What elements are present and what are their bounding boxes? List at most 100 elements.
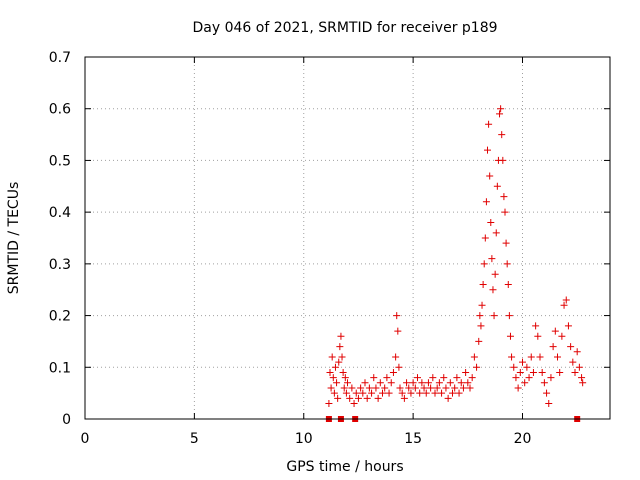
y-axis-label: SRMTID / TECUs [6, 182, 22, 295]
y-tick-label: 0.3 [49, 257, 71, 273]
data-point [348, 384, 356, 392]
data-point [407, 389, 415, 397]
data-point [573, 348, 581, 356]
data-point [327, 384, 335, 392]
data-point [512, 374, 520, 382]
data-point [444, 394, 452, 402]
data-point [543, 389, 551, 397]
data-point [510, 363, 518, 371]
data-point [482, 198, 490, 206]
data-point [376, 379, 384, 387]
data-point [489, 286, 497, 294]
data-point [558, 332, 566, 340]
data-point [334, 394, 342, 402]
x-ticks: 0 5 10 15 20 [81, 57, 532, 447]
data-point [435, 379, 443, 387]
data-point [475, 337, 483, 345]
data-point [398, 389, 406, 397]
data-point [534, 332, 542, 340]
data-point [403, 379, 411, 387]
data-point [540, 379, 548, 387]
y-tick-label: 0.2 [49, 309, 71, 325]
data-point [442, 384, 450, 392]
data-point [350, 399, 358, 407]
data-point [519, 358, 526, 366]
data-point [497, 105, 505, 113]
data-point [501, 208, 509, 216]
data-point [416, 389, 424, 397]
data-point [341, 374, 349, 382]
data-point [379, 389, 386, 397]
data-point [411, 384, 419, 392]
data-point [344, 379, 351, 387]
data-point [395, 363, 403, 371]
x-tick-label: 20 [514, 431, 532, 447]
data-point [346, 394, 354, 402]
y-tick-label: 0.4 [49, 205, 71, 221]
data-point [523, 363, 531, 371]
data-point [496, 110, 504, 118]
y-tick-label: 0.7 [49, 50, 71, 66]
data-point [500, 193, 508, 201]
data-point [342, 389, 350, 397]
data-point [394, 327, 402, 335]
data-point [352, 389, 360, 397]
data-point [529, 368, 537, 376]
data-point [466, 384, 474, 392]
data-point [468, 374, 476, 382]
data-point [385, 389, 393, 397]
data-point [536, 353, 544, 361]
data-point [549, 343, 557, 351]
data-point [473, 363, 481, 371]
data-point [481, 234, 489, 242]
data-point [479, 281, 487, 289]
data-point [579, 379, 587, 387]
data-point [422, 389, 430, 397]
data-point [575, 363, 583, 371]
data-point [462, 368, 470, 376]
data-point [567, 343, 575, 351]
y-tick-label: 0.1 [49, 360, 71, 376]
data-point [538, 368, 546, 376]
data-point [490, 312, 498, 320]
data-point [335, 358, 343, 366]
data-point [488, 255, 496, 263]
data-point [493, 182, 501, 190]
data-point [551, 327, 559, 335]
data-point [505, 312, 513, 320]
data-point [470, 353, 478, 361]
y-tick-label: 0.5 [49, 153, 71, 169]
data-point [409, 379, 417, 387]
data-point [477, 322, 485, 330]
data-point [365, 384, 373, 392]
data-point [328, 353, 336, 361]
data-point [491, 270, 499, 278]
data-point [333, 379, 341, 387]
data-point [527, 353, 535, 361]
data-point [487, 218, 495, 226]
data-point [418, 379, 426, 387]
data-point [363, 394, 371, 402]
data-point [451, 384, 459, 392]
data-point [383, 374, 391, 382]
data-point [502, 239, 510, 247]
data-point [392, 353, 400, 361]
data-point [357, 384, 365, 392]
data-point [503, 260, 511, 268]
data-point [359, 389, 367, 397]
data-point [554, 353, 561, 361]
data-point [400, 394, 408, 402]
data-point [431, 389, 439, 397]
data-point [499, 156, 507, 164]
data-point [396, 384, 404, 392]
data-point [329, 374, 337, 382]
plot-frame [84, 56, 611, 420]
data-point [440, 374, 448, 382]
data-point [381, 384, 389, 392]
data-point [506, 332, 514, 340]
data-point [459, 384, 467, 392]
data-point [427, 384, 435, 392]
y-tick-label: 0.6 [49, 102, 71, 118]
data-point [336, 343, 344, 351]
data-point [330, 389, 338, 397]
